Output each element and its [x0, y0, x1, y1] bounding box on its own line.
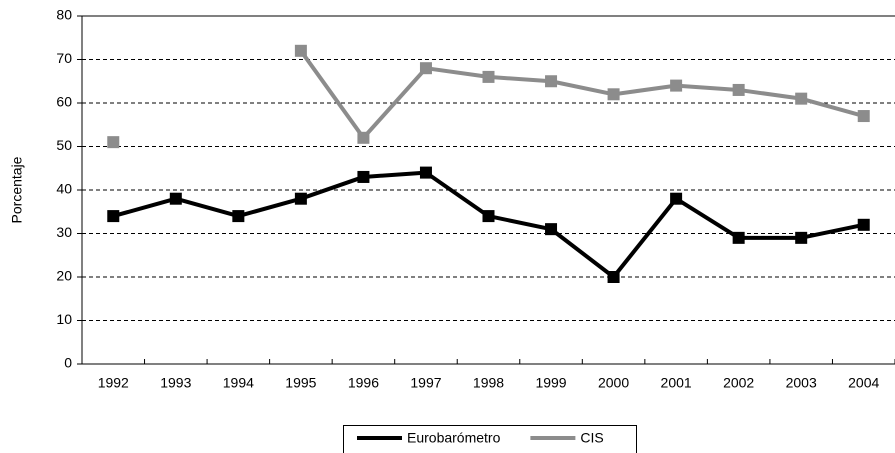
x-tick-label: 1998 [473, 375, 504, 391]
point-marker [545, 223, 558, 236]
x-tick-label: 1999 [535, 375, 566, 391]
point-marker [857, 218, 870, 231]
point-marker [670, 79, 683, 92]
point-marker [419, 166, 432, 179]
point-marker [232, 210, 245, 223]
y-tick-label: 80 [56, 7, 72, 23]
point-marker [294, 44, 307, 57]
point-marker [732, 231, 745, 244]
y-tick-label: 20 [56, 268, 72, 284]
series-line [299, 49, 865, 140]
point-marker [795, 231, 808, 244]
y-tick-label: 30 [56, 224, 72, 240]
y-tick-label: 50 [56, 137, 72, 153]
series-line [112, 170, 865, 279]
y-tick-label: 0 [64, 355, 72, 371]
y-tick-label: 60 [56, 94, 72, 110]
point-marker [419, 62, 432, 75]
point-marker [107, 136, 120, 149]
x-tick-label: 1995 [285, 375, 316, 391]
x-tick-label: 2003 [786, 375, 817, 391]
y-tick-label: 10 [56, 311, 72, 327]
x-tick-label: 1996 [348, 375, 379, 391]
point-marker [357, 170, 370, 183]
y-axis-label: Porcentaje [9, 156, 25, 223]
x-tick-label: 2004 [848, 375, 879, 391]
y-tick-label: 70 [56, 50, 72, 66]
point-marker [857, 110, 870, 123]
point-marker [545, 75, 558, 88]
point-marker [607, 271, 620, 283]
point-marker [482, 70, 495, 83]
point-marker [732, 83, 745, 96]
x-tick-label: 2002 [723, 375, 754, 391]
point-marker [795, 92, 808, 105]
y-tick-label: 40 [56, 181, 72, 197]
x-tick-label: 1997 [410, 375, 441, 391]
point-marker [670, 192, 683, 205]
point-marker [169, 192, 182, 205]
x-tick-label: 1992 [98, 375, 129, 391]
point-marker [294, 192, 307, 205]
point-marker [357, 131, 370, 144]
point-marker [107, 210, 120, 223]
point-marker [482, 210, 495, 223]
point-marker [607, 88, 620, 101]
legend-label: CIS [580, 430, 603, 446]
x-tick-label: 1993 [160, 375, 191, 391]
legend-label: Eurobarómetro [407, 430, 501, 446]
x-tick-label: 2001 [661, 375, 692, 391]
x-tick-label: 2000 [598, 375, 629, 391]
x-tick-label: 1994 [223, 375, 254, 391]
